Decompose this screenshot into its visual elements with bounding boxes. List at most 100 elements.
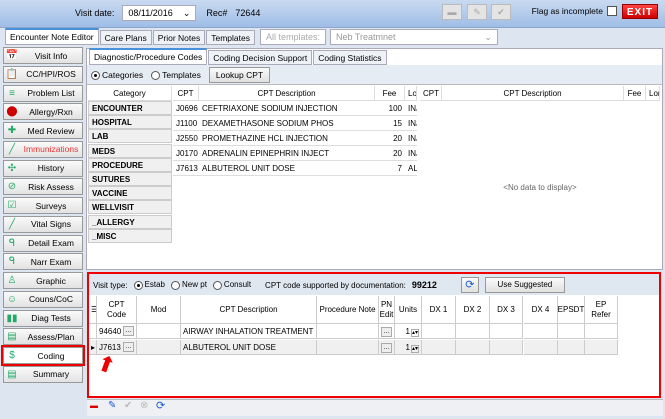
sidebar-item-couns-coc[interactable]: ☺ Couns/CoC [3,290,83,308]
cpt-cell[interactable]: CEFTRIAXONE SODIUM INJECTION [199,101,375,116]
sidebar-item-diag-tests[interactable]: ▮▮ Diag Tests [3,309,83,327]
sidebar-item-problem-list[interactable]: ≡ Problem List [3,84,83,102]
cpt-cell[interactable]: INJ [405,116,417,131]
visit-type-radio-consult[interactable]: Consult [212,280,251,290]
tab-prior-notes[interactable]: Prior Notes [152,30,206,45]
cpt-code-cell[interactable]: 94640… [97,324,137,339]
cpt-code-cell[interactable]: J7613… [97,340,137,355]
cpt-cell[interactable]: 20 [375,146,405,161]
cpt-cell[interactable]: J0696 [173,101,199,116]
exit-button[interactable]: EXIT [622,4,658,19]
sidebar-item-immunizations[interactable]: ╱ Immunizations [3,140,83,158]
sidebar-item-history[interactable]: ✣ History [3,159,83,177]
sidebar-item-surveys[interactable]: ☑ Surveys [3,197,83,214]
cpt-cell[interactable]: INJ [405,131,417,146]
cpt-cell[interactable]: 20 [375,131,405,146]
grid-cell[interactable] [585,340,618,355]
use-suggested-button[interactable]: Use Suggested [484,277,565,293]
column-chooser-icon[interactable]: ☰ [89,296,97,324]
category-item[interactable]: ENCOUNTER [88,101,172,115]
templates-radio[interactable]: Templates [151,70,201,81]
sidebar-item-vital-signs[interactable]: ╱ Vital Signs [3,215,83,233]
units-stepper[interactable]: 1 ▴▾ [395,324,422,339]
sidebar-item-graphic[interactable]: ♙ Graphic [3,272,83,289]
mod-cell[interactable] [137,324,181,339]
cpt-cell[interactable]: J0170 [173,146,199,161]
category-item[interactable]: _MISC [88,228,172,243]
sidebar-item-med-review[interactable]: ✚ Med Review [3,122,83,139]
grid-cell[interactable] [558,340,585,355]
cpt-cell[interactable]: J1100 [173,116,199,131]
mod-cell[interactable] [137,340,181,355]
visit-date-picker[interactable]: 08/11/2016 ⌄ [122,4,197,21]
flag-incomplete-checkbox[interactable] [607,6,617,16]
cpt-cell[interactable]: 100 [375,101,405,116]
grid-cell[interactable] [490,324,523,339]
grid-cell[interactable] [422,324,456,339]
category-item[interactable]: PROCEDURE [88,157,172,172]
pn-edit-cell[interactable]: … [379,340,395,355]
sidebar-item-risk-assess[interactable]: ⊘ Risk Assess [3,178,83,196]
category-item[interactable]: WELLVISIT [88,200,172,215]
cpt-description-cell[interactable]: ALBUTEROL UNIT DOSE [181,340,317,355]
sidebar-item-visit-info[interactable]: 📅 Visit Info [3,47,83,64]
cpt-cell[interactable]: DEXAMETHASONE SODIUM PHOS [199,116,375,131]
cpt-cell[interactable]: INJ [405,101,417,116]
category-item[interactable]: SUTURES [88,172,172,186]
grid-cell[interactable] [490,340,523,355]
visit-type-radio-estab[interactable]: Estab [133,280,165,290]
cpt-cell[interactable]: ALBUTEROL UNIT DOSE [199,161,375,176]
grid-cell[interactable] [422,340,456,355]
all-templates-select[interactable]: All templates: [259,28,326,45]
grid-cell[interactable] [456,324,490,339]
grid-cell[interactable] [585,324,618,339]
spinner-icon[interactable]: ▴▾ [410,329,419,337]
pn-edit-button[interactable]: … [381,342,392,353]
sidebar-item-narr-exam[interactable]: ᑫ Narr Exam [3,253,83,271]
cpt-cell[interactable]: J7613 [173,161,199,176]
category-item[interactable]: HOSPITAL [88,115,172,130]
lookup-cpt-button[interactable]: Lookup CPT [208,67,271,83]
sidebar-item-cc-hpi-ros[interactable]: 📋 CC/HPI/ROS [3,65,83,83]
template-select[interactable]: Neb Treatmnet ⌄ [329,28,498,45]
check-icon[interactable]: ✔ [491,4,511,20]
sidebar-item-assess-plan[interactable]: ▤ Assess/Plan [3,328,83,346]
refresh-icon[interactable]: ⟳ [156,400,166,412]
categories-radio[interactable]: Categories [91,70,143,81]
subtab-diagnostic-procedure-codes[interactable]: Diagnostic/Procedure Codes [89,48,208,65]
cpt-cell[interactable]: INJ [405,146,417,161]
sidebar-item-coding[interactable]: $ Coding [1,345,85,366]
cpt-cell[interactable]: J2550 [173,131,199,146]
visit-type-radio-new-pt[interactable]: New pt [171,280,207,290]
cpt-cell[interactable]: 7 [375,161,405,176]
pn-edit-cell[interactable]: … [379,324,395,339]
category-item[interactable]: VACCINE [88,186,172,201]
grid-cell[interactable] [558,324,585,339]
cpt-cell[interactable]: ADRENALIN EPINEPHRIN INJECT [199,146,375,161]
pencil-icon[interactable]: ✎ [467,4,487,20]
browse-cpt-button[interactable]: … [123,342,134,352]
subtab-coding-statistics[interactable]: Coding Statistics [313,50,387,65]
check-icon[interactable]: ✔ [124,400,133,411]
units-stepper[interactable]: 1 ▴▾ [395,340,422,355]
tab-encounter-note-editor[interactable]: Encounter Note Editor [5,28,99,45]
grid-cell[interactable] [524,324,558,339]
procedure-note-cell[interactable] [317,340,379,355]
minus-icon[interactable]: ▬ [90,401,98,410]
cpt-description-cell[interactable]: AIRWAY INHALATION TREATMENT [181,324,317,339]
grid-cell[interactable] [524,340,558,355]
cpt-cell[interactable]: PROMETHAZINE HCL INJECTION [199,131,375,146]
cpt-cell[interactable]: AL [405,161,417,176]
sidebar-item-allergy-rxn[interactable]: ⬤ Allergy/Rxn [3,103,83,121]
subtab-coding-decision-support[interactable]: Coding Decision Support [208,50,313,65]
sidebar-item-detail-exam[interactable]: ᑫ Detail Exam [3,234,83,252]
category-item[interactable]: MEDS [88,143,172,158]
tab-care-plans[interactable]: Care Plans [99,30,152,45]
category-item[interactable]: LAB [88,129,172,144]
spinner-icon[interactable]: ▴▾ [410,345,419,353]
grid-cell[interactable] [456,340,490,355]
browse-cpt-button[interactable]: … [123,326,134,336]
cancel-icon[interactable]: ⊗ [140,400,149,411]
cpt-cell[interactable]: 15 [375,116,405,131]
sidebar-item-summary[interactable]: ▤ Summary [3,365,83,383]
